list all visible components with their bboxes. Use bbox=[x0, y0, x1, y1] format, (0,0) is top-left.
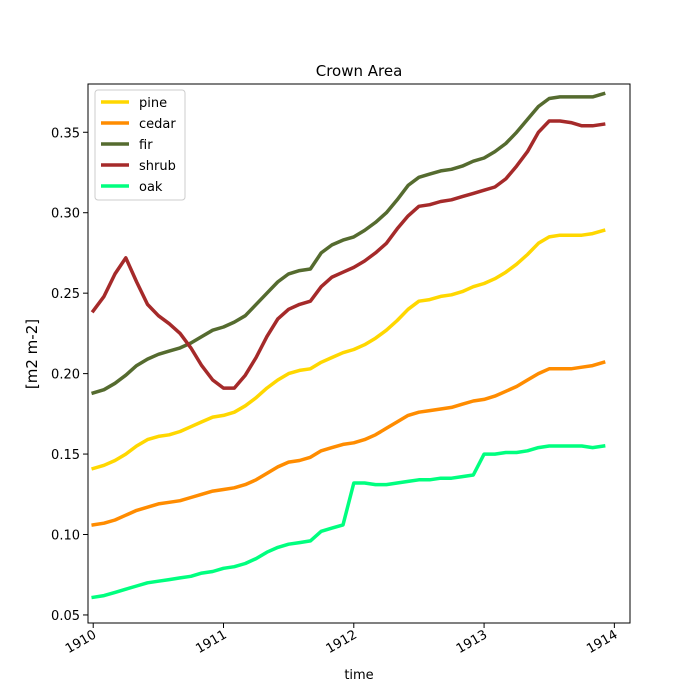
legend-label-oak: oak bbox=[139, 180, 163, 195]
legend: pine cedar fir shrub oak bbox=[94, 89, 186, 201]
y-tick-label: 0.30 bbox=[51, 207, 80, 222]
x-tick-label: 1914 bbox=[584, 627, 620, 657]
series-line-pine bbox=[91, 228, 606, 471]
x-axis-label: time bbox=[344, 668, 373, 683]
x-tick-label: 1913 bbox=[454, 627, 490, 657]
legend-box bbox=[94, 89, 186, 201]
series-line-oak bbox=[91, 444, 606, 600]
plot-area bbox=[90, 91, 606, 600]
y-tick-label: 0.35 bbox=[51, 126, 80, 141]
chart-title: Crown Area bbox=[316, 62, 403, 80]
x-axis: 1910 1911 1912 1913 1914 bbox=[63, 623, 620, 657]
x-tick-label: 1911 bbox=[193, 627, 229, 657]
legend-label-fir: fir bbox=[139, 138, 153, 153]
x-tick-label: 1910 bbox=[63, 627, 99, 657]
series-line-shrub bbox=[90, 119, 606, 390]
y-tick-label: 0.10 bbox=[51, 529, 80, 544]
y-tick-label: 0.20 bbox=[51, 368, 80, 383]
y-tick-label: 0.25 bbox=[51, 287, 80, 302]
series-line-fir bbox=[91, 91, 606, 396]
series-line-cedar bbox=[91, 360, 606, 527]
y-axis-label: [m2 m-2] bbox=[23, 319, 41, 389]
plot-frame bbox=[87, 83, 631, 624]
legend-label-pine: pine bbox=[139, 96, 167, 111]
y-axis: 0.05 0.10 0.15 0.20 0.25 0.30 0.35 bbox=[51, 126, 88, 624]
y-tick-label: 0.05 bbox=[51, 609, 80, 624]
legend-label-shrub: shrub bbox=[139, 159, 176, 174]
legend-label-cedar: cedar bbox=[139, 117, 176, 132]
y-tick-label: 0.15 bbox=[51, 448, 80, 463]
x-tick-label: 1912 bbox=[324, 627, 360, 657]
